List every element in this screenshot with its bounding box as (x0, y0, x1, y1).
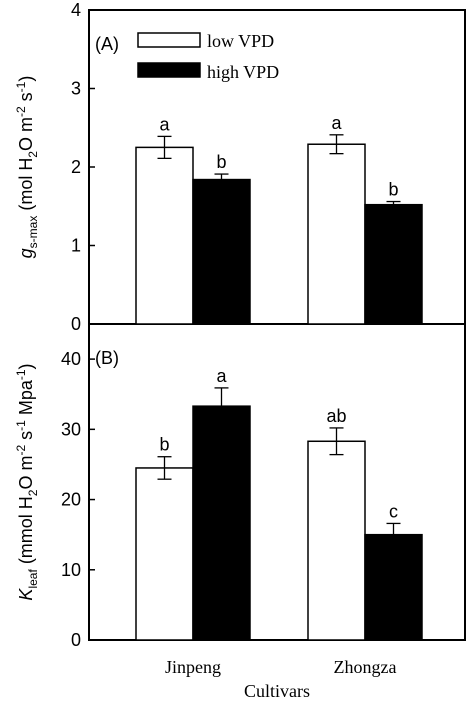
significance-letter-b: a (216, 366, 227, 386)
bar-b-high-vpd (192, 405, 251, 641)
y-tick-label-a: 2 (71, 157, 81, 177)
y-axis-b-symbol: K (16, 588, 36, 601)
y-axis-b-exp2: -1 (14, 420, 28, 431)
y-axis-a-unit-sub: 2 (26, 151, 40, 158)
y-axis-b-unit-sub: 2 (26, 489, 40, 496)
legend-label-high-vpd: high VPD (207, 62, 279, 82)
panel-a-label: (A) (95, 34, 119, 54)
y-axis-b-s: s (16, 431, 36, 445)
category-label-zhongza: Zhongza (334, 657, 397, 677)
significance-letter-a: b (388, 180, 398, 200)
bar-a-high-vpd (192, 178, 251, 325)
bar-a-high-vpd (364, 203, 423, 325)
bar-b-high-vpd (364, 533, 423, 641)
y-tick-label-a: 0 (71, 314, 81, 334)
y-axis-b-close: ) (16, 363, 36, 369)
legend-label-low-vpd: low VPD (207, 31, 274, 51)
y-axis-a-unit: (mol H (16, 158, 36, 216)
y-axis-a-sub: s-max (26, 216, 40, 249)
category-label-jinpeng: Jinpeng (165, 657, 221, 677)
significance-letter-b: c (389, 501, 398, 521)
y-axis-a-exp1: -2 (14, 106, 28, 117)
bar-a-low-vpd (135, 146, 194, 325)
y-tick-label-b: 30 (61, 419, 81, 439)
y-axis-b-unit-rest: O m (16, 456, 36, 490)
y-tick-label-b: 20 (61, 490, 81, 510)
y-axis-a-close: ) (16, 76, 36, 82)
y-tick-label-b: 40 (61, 349, 81, 369)
legend-swatch-low-vpd (137, 32, 201, 48)
y-axis-b-exp3: -1 (14, 369, 28, 380)
y-axis-title-b: Kleaf (mmol H2O m-2 s-1 Mpa-1) (14, 363, 40, 600)
legend-swatch-high-vpd (137, 62, 201, 78)
panel-a-plot: 0 1 2 3 4 a b a b (71, 0, 423, 334)
y-tick-label-b: 0 (71, 630, 81, 650)
panel-b-frame (88, 323, 466, 641)
y-tick-label-a: 1 (71, 236, 81, 256)
panel-b-plot: 0 10 20 30 40 b a ab c (61, 349, 423, 650)
y-axis-a-s: s (16, 92, 36, 106)
bar-a-low-vpd (307, 143, 366, 325)
y-tick-label-a: 3 (71, 79, 81, 99)
y-axis-b-unit: (mmol H (16, 496, 36, 569)
y-axis-b-mpa: Mpa (16, 379, 36, 420)
significance-letter-b: ab (326, 406, 346, 426)
significance-letter-b: b (159, 435, 169, 455)
y-axis-b-exp1: -2 (14, 445, 28, 456)
significance-letter-a: a (331, 113, 342, 133)
y-axis-b-sub: leaf (26, 569, 40, 589)
y-tick-label-b: 10 (61, 560, 81, 580)
y-axis-a-unit-rest: O m (16, 117, 36, 151)
y-axis-a-exp2: -1 (14, 81, 28, 92)
panel-b-label: (B) (95, 348, 119, 368)
y-tick-label-a: 4 (71, 0, 81, 20)
significance-letter-a: b (216, 152, 226, 172)
y-axis-a-symbol: g (16, 248, 36, 258)
x-axis-title: Cultivars (244, 681, 310, 701)
y-axis-title-a: gs-max (mol H2O m-2 s-1) (14, 76, 40, 259)
significance-letter-a: a (159, 114, 170, 134)
bar-b-low-vpd (307, 440, 366, 641)
bar-b-low-vpd (135, 467, 194, 641)
